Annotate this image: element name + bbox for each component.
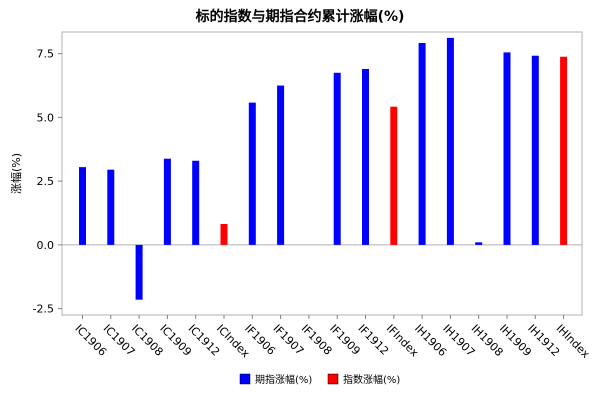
bar-futures	[531, 55, 539, 245]
bar-futures	[107, 169, 115, 245]
x-tick-label: IHIndex	[553, 322, 592, 361]
bar-futures	[135, 244, 143, 300]
bar-futures	[277, 85, 285, 245]
bar-index	[220, 223, 228, 245]
bar-futures	[446, 37, 454, 245]
bar-index	[560, 56, 568, 245]
y-tick-label: 0.0	[37, 239, 55, 252]
bar-index	[390, 106, 398, 245]
bar-futures	[418, 42, 426, 245]
bar-futures	[503, 52, 511, 245]
legend-swatch	[239, 373, 251, 385]
y-tick-label: 7.5	[37, 48, 55, 61]
chart-title: 标的指数与期指合约累计涨幅(%)	[195, 9, 405, 25]
y-tick-label: -2.5	[33, 303, 54, 316]
x-tick-label: IF1907	[270, 322, 306, 358]
bar-futures	[79, 167, 86, 245]
y-tick-label: 5.0	[37, 111, 55, 124]
bar-futures	[163, 158, 171, 245]
bar-futures	[333, 72, 341, 245]
y-tick-label: 2.5	[37, 175, 55, 188]
x-tick-label: IF1908	[299, 322, 335, 358]
bar-futures	[248, 102, 256, 245]
legend-label: 期指涨幅(%)	[255, 373, 312, 386]
bar-futures	[362, 68, 369, 245]
bar-futures	[192, 160, 200, 245]
legend-swatch	[327, 373, 339, 385]
legend-label: 指数涨幅(%)	[343, 373, 400, 386]
x-tick-label: IF1912	[355, 322, 391, 358]
x-tick-label: IF1909	[327, 322, 363, 358]
bar-futures	[475, 242, 483, 245]
plot-frame	[61, 31, 583, 316]
y-axis-label: 涨幅(%)	[10, 153, 23, 194]
